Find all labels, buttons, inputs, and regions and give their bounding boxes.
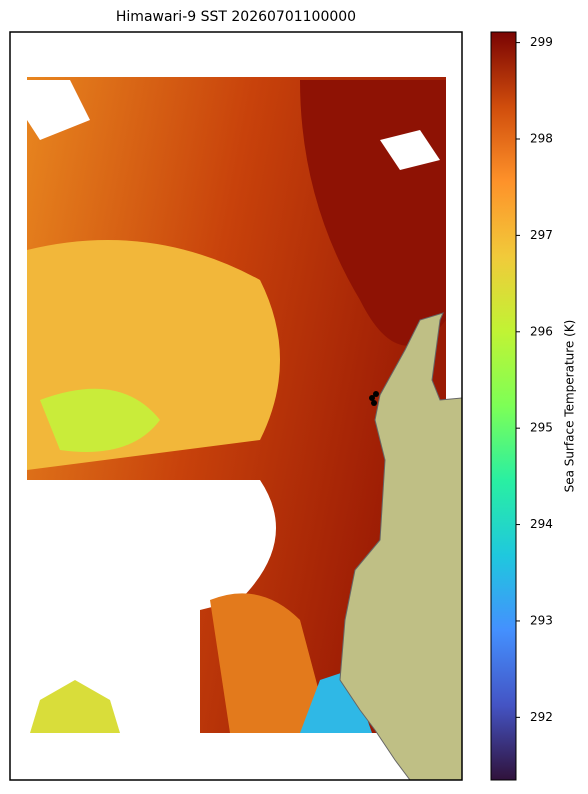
tick-label: 295 [530,421,553,435]
cloud-mask [27,480,276,733]
tick-label: 298 [530,131,553,145]
marker [373,391,379,397]
tick-label: 292 [530,710,553,724]
tick-label: 294 [530,517,553,531]
sst-patch [30,680,120,733]
tick-label: 296 [530,324,553,338]
map-frame [9,31,463,781]
cloud-mask [27,80,90,140]
colorbar-ticks: 292 293 294 295 296 297 298 299 [516,35,553,724]
marker [371,400,377,406]
map-title: Himawari-9 SST 20260701100000 [116,9,356,25]
colorbar-label: Sea Surface Temperature (K) [563,320,577,493]
colorbar [490,31,517,781]
cool-patch [40,388,160,452]
tick-label: 299 [530,35,553,49]
marker [369,395,375,401]
sst-map [27,77,462,780]
cloud-mask [380,130,440,170]
tick-label: 293 [530,613,553,627]
sst-patch [210,593,330,733]
tick-label: 297 [530,228,553,242]
land [339,312,462,780]
